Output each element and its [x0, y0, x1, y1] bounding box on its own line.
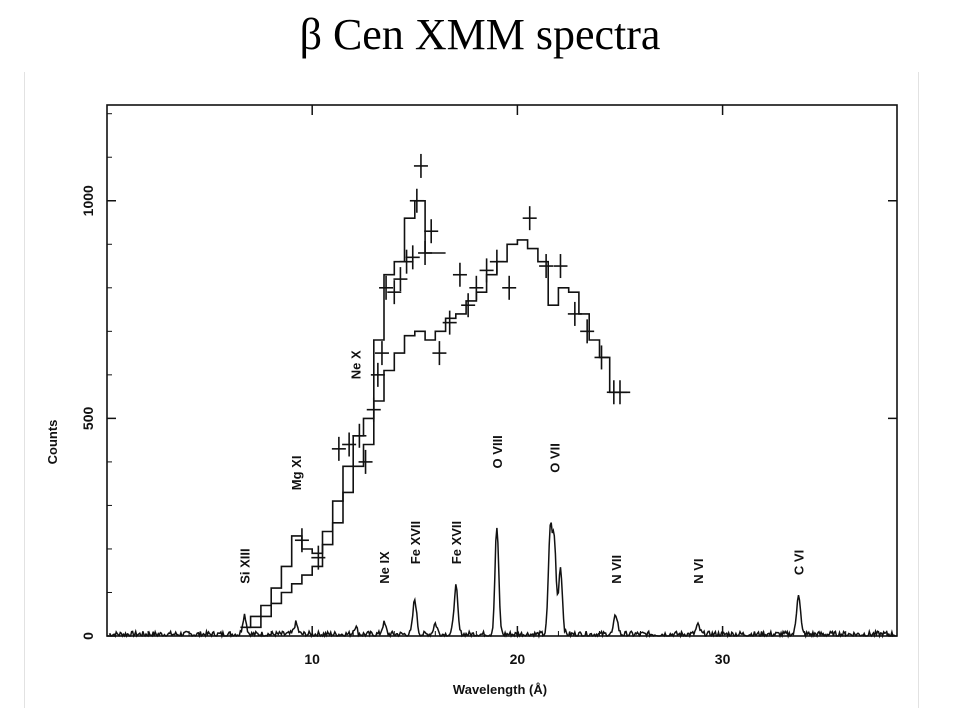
- data-point: [331, 436, 346, 461]
- data-point: [580, 319, 595, 344]
- data-point: [379, 275, 394, 300]
- step-histogram-series-1: [246, 239, 631, 629]
- x-tick-label: 20: [510, 651, 526, 667]
- plot-frame: [106, 104, 898, 637]
- spectral-line-label: Fe XVII: [408, 521, 423, 564]
- data-point: [502, 275, 517, 300]
- data-point: [594, 345, 609, 370]
- x-axis-label: Wavelength (Å): [453, 682, 547, 697]
- data-point: [452, 262, 467, 287]
- x-tick-label: 10: [304, 651, 320, 667]
- data-point: [553, 254, 568, 279]
- data-point: [442, 310, 457, 335]
- data-point: [409, 188, 424, 213]
- spectral-line-label: N VI: [691, 558, 706, 583]
- data-point: [358, 449, 373, 474]
- data-point: [612, 380, 627, 405]
- data-point: [413, 153, 428, 178]
- data-point: [393, 267, 408, 292]
- spectral-line-label: C VI: [792, 550, 807, 575]
- spectral-line-label: Si XIII: [237, 548, 252, 583]
- spectral-line-label: Fe XVII: [449, 521, 464, 564]
- data-point: [342, 432, 357, 457]
- y-axis-ticks: 0 500 1000: [80, 113, 897, 640]
- data-point: [370, 362, 385, 387]
- y-axis-label: Counts: [45, 420, 60, 465]
- data-point: [522, 206, 537, 231]
- data-point: [366, 397, 381, 422]
- data-point: [461, 293, 476, 318]
- data-point: [539, 254, 554, 279]
- page-title: β Cen XMM spectra: [299, 10, 661, 59]
- y-tick-label: 1000: [80, 185, 96, 216]
- spectral-line-label: N VII: [609, 555, 624, 584]
- spectral-line-label: Mg XI: [289, 456, 304, 491]
- data-point: [387, 280, 402, 305]
- data-point: [424, 219, 439, 244]
- data-point: [469, 275, 484, 300]
- spectrum-chart: 0 500 1000 10 20 30 Si XIII Mg XI Ne X Ne IX Fe …: [45, 104, 898, 697]
- x-axis-ticks: 10 20 30: [147, 105, 888, 667]
- data-point: [405, 245, 420, 270]
- x-tick-label: 30: [715, 651, 731, 667]
- data-point: [399, 249, 414, 274]
- data-point: [567, 301, 582, 326]
- spectral-line-label: Ne X: [348, 350, 363, 379]
- data-point: [432, 341, 447, 366]
- data-point: [489, 249, 504, 274]
- line-labels: Si XIII Mg XI Ne X Ne IX Fe XVII Fe XVII O VII…: [237, 350, 806, 584]
- spectral-line-label: O VII: [547, 443, 562, 473]
- high-resolution-spectrum-line: [108, 522, 896, 639]
- spectral-line-label: Ne IX: [377, 551, 392, 584]
- spectral-line-label: O VIII: [490, 435, 505, 468]
- y-tick-label: 500: [80, 406, 96, 430]
- data-point: [352, 423, 367, 448]
- data-point: [374, 341, 389, 366]
- spectrum-figure: 0 500 1000 10 20 30 Si XIII Mg XI Ne X Ne IX Fe …: [24, 72, 919, 708]
- data-point: [479, 258, 494, 283]
- y-tick-label: 0: [80, 632, 96, 640]
- data-point: [418, 240, 433, 265]
- data-point: [311, 545, 326, 570]
- series-layer: [108, 153, 896, 639]
- data-point: [294, 528, 309, 553]
